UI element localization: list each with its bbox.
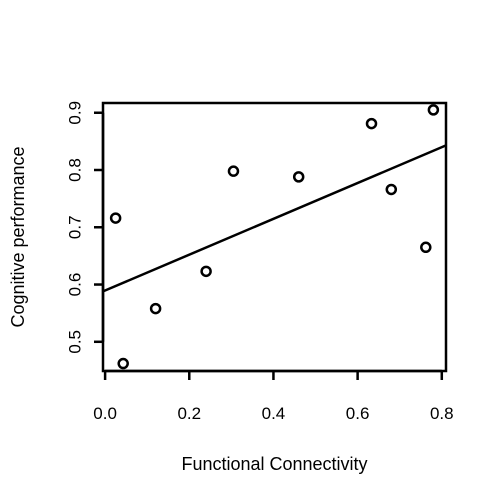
data-point bbox=[149, 302, 162, 315]
x-tick-label: 0.6 bbox=[346, 404, 370, 423]
data-point bbox=[109, 212, 122, 224]
x-tick-label: 0.0 bbox=[93, 404, 117, 423]
plot-frame bbox=[101, 101, 448, 373]
data-point bbox=[227, 165, 240, 177]
data-points bbox=[109, 104, 440, 370]
y-tick-label: 0.6 bbox=[66, 273, 85, 297]
x-axis: 0.0 0.2 0.4 0.6 0.8 bbox=[93, 369, 454, 423]
y-axis-title: Cognitive performance bbox=[8, 146, 28, 327]
y-tick-label: 0.7 bbox=[66, 215, 85, 239]
data-point bbox=[385, 183, 398, 196]
regression-line bbox=[102, 144, 447, 293]
x-tick-label: 0.8 bbox=[430, 404, 454, 423]
data-point bbox=[292, 171, 305, 183]
x-axis-title: Functional Connectivity bbox=[181, 454, 367, 474]
y-tick-label: 0.5 bbox=[66, 330, 85, 354]
data-point bbox=[365, 117, 378, 130]
y-tick-label: 0.8 bbox=[66, 158, 85, 182]
y-tick-label: 0.9 bbox=[66, 101, 85, 125]
data-point bbox=[117, 357, 129, 370]
data-point bbox=[420, 241, 432, 254]
data-point bbox=[427, 104, 440, 116]
x-tick-label: 0.4 bbox=[262, 404, 286, 423]
x-tick-label: 0.2 bbox=[177, 404, 201, 423]
y-axis: 0.5 0.6 0.7 0.8 0.9 bbox=[66, 101, 105, 354]
data-point bbox=[200, 265, 212, 278]
